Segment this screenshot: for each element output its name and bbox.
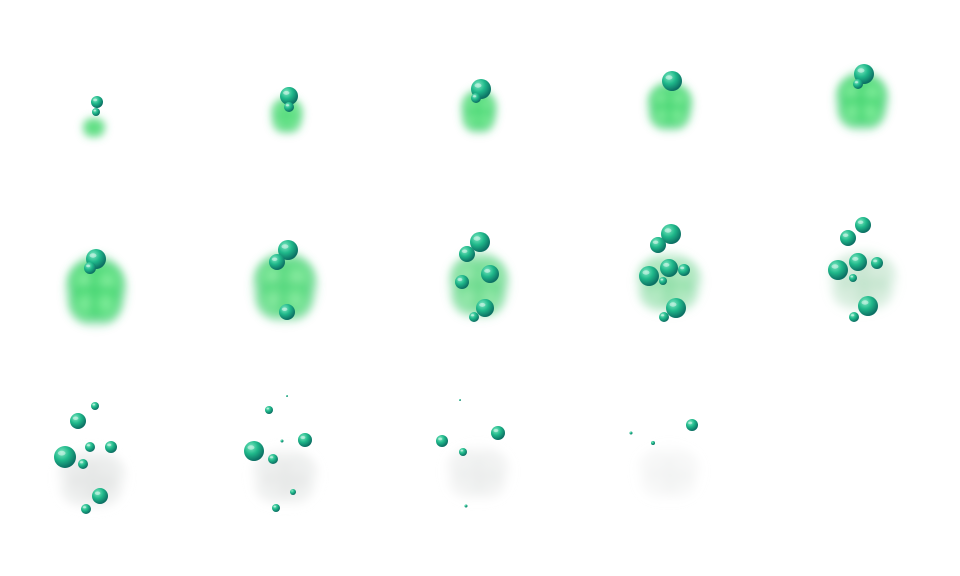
bubble-icon	[298, 433, 312, 447]
green-smoke-puff-icon	[633, 442, 705, 506]
bubble-icon	[660, 259, 678, 277]
bubble-icon	[491, 426, 505, 440]
bubble-icon	[459, 399, 461, 401]
bubble-icon	[436, 435, 448, 447]
bubble-icon	[464, 504, 468, 508]
bubble-icon	[858, 296, 878, 316]
bubble-icon	[849, 253, 867, 271]
bubble-icon	[651, 441, 655, 445]
frame-canvas	[634, 224, 704, 322]
sprite-frame	[0, 384, 192, 576]
bubble-icon	[92, 108, 100, 116]
bubble-icon	[629, 431, 633, 435]
frame-canvas	[826, 217, 900, 322]
green-smoke-puff-icon	[64, 254, 128, 330]
bubble-icon	[280, 439, 284, 443]
bubble-icon	[662, 71, 682, 91]
bubble-icon	[659, 312, 669, 322]
frame-canvas	[244, 395, 322, 512]
frame-canvas	[251, 240, 319, 326]
bubble-icon	[686, 419, 698, 431]
sprite-frame	[576, 0, 768, 192]
bubble-icon	[854, 64, 874, 84]
bubble-icon	[84, 262, 96, 274]
bubble-icon	[284, 102, 294, 112]
sprite-frame	[384, 192, 576, 384]
bubble-icon	[278, 240, 298, 260]
frame-canvas	[629, 419, 705, 506]
green-smoke-puff-icon	[270, 96, 304, 136]
sprite-frame	[0, 0, 192, 192]
bubble-icon	[849, 274, 857, 282]
green-smoke-puff-icon	[646, 80, 694, 134]
bubble-icon	[470, 232, 490, 252]
bubble-icon	[849, 312, 859, 322]
bubble-icon	[666, 298, 686, 318]
frame-canvas	[447, 232, 511, 322]
bubble-icon	[92, 488, 108, 504]
frame-canvas	[82, 96, 106, 139]
bubble-icon	[269, 254, 285, 270]
bubble-icon	[828, 260, 848, 280]
bubble-icon	[459, 448, 467, 456]
bubble-icon	[469, 312, 479, 322]
bubble-icon	[70, 413, 86, 429]
bubble-icon	[85, 442, 95, 452]
bubble-icon	[459, 246, 475, 262]
bubble-icon	[678, 264, 690, 276]
sprite-frame	[768, 0, 960, 192]
bubble-icon	[639, 266, 659, 286]
bubble-icon	[265, 406, 273, 414]
bubble-icon	[91, 402, 99, 410]
bubble-icon	[471, 93, 481, 103]
sprite-frame	[192, 192, 384, 384]
bubble-icon	[853, 79, 863, 89]
sprite-frame	[768, 192, 960, 384]
bubble-icon	[272, 504, 280, 512]
bubble-icon	[81, 504, 91, 514]
bubble-icon	[855, 217, 871, 233]
bubble-icon	[455, 275, 469, 289]
bubble-icon	[280, 87, 298, 105]
sprite-frame	[384, 384, 576, 576]
bubble-icon	[105, 441, 117, 453]
sprite-frame	[384, 0, 576, 192]
frame-canvas	[64, 249, 128, 330]
green-smoke-puff-icon	[442, 442, 514, 506]
bubble-icon	[78, 459, 88, 469]
frame-canvas	[436, 399, 514, 508]
frame-canvas	[834, 64, 890, 134]
bubble-icon	[290, 489, 296, 495]
bubble-icon	[476, 299, 494, 317]
bubble-icon	[54, 446, 76, 468]
bubble-icon	[840, 230, 856, 246]
sprite-frame	[192, 384, 384, 576]
frame-canvas	[460, 79, 498, 136]
bubble-icon	[279, 304, 295, 320]
bubble-icon	[91, 96, 103, 108]
bubble-icon	[661, 224, 681, 244]
green-smoke-puff-icon	[460, 88, 498, 136]
sprite-frame	[0, 192, 192, 384]
bubble-icon	[871, 257, 883, 269]
bubble-icon	[286, 395, 288, 397]
green-smoke-puff-icon	[82, 117, 106, 139]
bubble-icon	[268, 454, 278, 464]
sprite-frame	[192, 0, 384, 192]
green-smoke-puff-icon	[248, 445, 322, 511]
bubble-icon	[650, 237, 666, 253]
bubble-icon	[244, 441, 264, 461]
sprite-frame	[576, 384, 768, 576]
frame-canvas	[270, 87, 304, 136]
sprite-frame	[576, 192, 768, 384]
bubble-icon	[659, 277, 667, 285]
frame-canvas	[646, 71, 694, 134]
frame-canvas	[54, 402, 130, 514]
bubble-icon	[481, 265, 499, 283]
